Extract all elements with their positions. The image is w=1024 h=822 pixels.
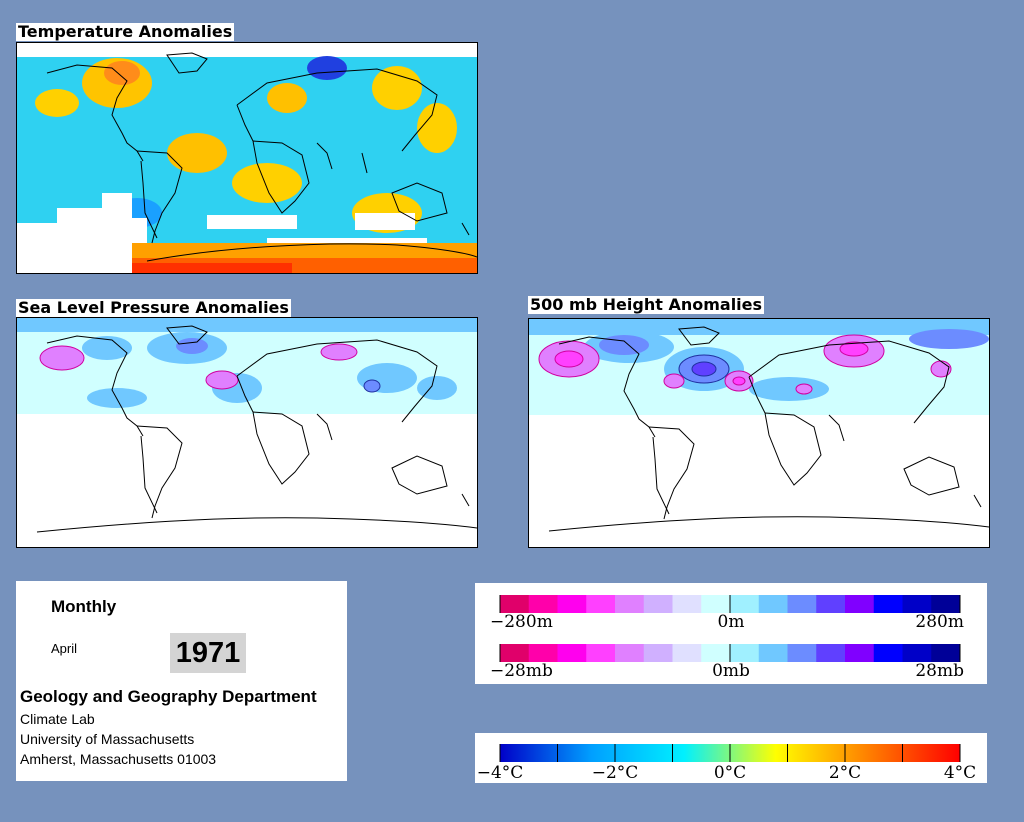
pressure-anomaly-map bbox=[16, 317, 478, 548]
department-label: Geology and Geography Department bbox=[20, 687, 317, 706]
color-swatch bbox=[586, 595, 616, 613]
period-label: Monthly bbox=[51, 597, 117, 616]
height-label-zero: 0m bbox=[718, 612, 745, 632]
temperature-anomaly-map bbox=[16, 42, 478, 274]
color-swatch bbox=[701, 644, 731, 662]
height-map-title: 500 mb Height Anomalies bbox=[528, 295, 765, 314]
temperature-legend: −4°C −2°C 0°C 2°C 4°C bbox=[475, 733, 987, 783]
color-swatch bbox=[816, 644, 846, 662]
color-swatch bbox=[787, 644, 817, 662]
color-swatch bbox=[672, 595, 702, 613]
address-line-3: Amherst, Massachusetts 01003 bbox=[20, 751, 217, 767]
height-label-min: −280m bbox=[490, 612, 553, 632]
address-line-1: Climate Lab bbox=[20, 711, 95, 727]
color-swatch bbox=[845, 644, 875, 662]
temp-label-minus4: −4°C bbox=[477, 763, 524, 783]
temperature-ticks bbox=[499, 744, 961, 762]
color-swatch bbox=[902, 644, 932, 662]
color-swatch bbox=[902, 595, 932, 613]
pressure-color-bar bbox=[499, 644, 961, 662]
height-label-max: 280m bbox=[915, 612, 964, 632]
color-swatch bbox=[816, 595, 846, 613]
color-swatch bbox=[758, 595, 788, 613]
pressure-label-max: 28mb bbox=[915, 661, 964, 681]
height-pressure-legend: −280m 0m 280m −28mb 0mb 28mb bbox=[475, 583, 987, 684]
color-swatch bbox=[528, 595, 558, 613]
pressure-map-title: Sea Level Pressure Anomalies bbox=[16, 298, 291, 317]
temp-label-plus4: 4°C bbox=[944, 763, 976, 783]
pressure-label-zero: 0mb bbox=[712, 661, 750, 681]
color-swatch bbox=[643, 595, 673, 613]
month-label: April bbox=[51, 641, 78, 656]
address-line-2: University of Massachusetts bbox=[20, 731, 195, 747]
color-swatch bbox=[557, 595, 587, 613]
color-swatch bbox=[787, 595, 817, 613]
temperature-map-title: Temperature Anomalies bbox=[16, 22, 235, 41]
color-swatch bbox=[500, 644, 530, 662]
temp-label-minus2: −2°C bbox=[592, 763, 639, 783]
color-swatch bbox=[873, 644, 903, 662]
temp-label-zero: 0°C bbox=[714, 763, 746, 783]
color-swatch bbox=[557, 644, 587, 662]
color-swatch bbox=[730, 595, 760, 613]
pressure-label-min: −28mb bbox=[490, 661, 553, 681]
color-swatch bbox=[643, 644, 673, 662]
color-swatch bbox=[873, 595, 903, 613]
color-swatch bbox=[528, 644, 558, 662]
color-swatch bbox=[615, 644, 645, 662]
height-anomaly-map bbox=[528, 318, 990, 548]
color-swatch bbox=[615, 595, 645, 613]
color-swatch bbox=[672, 644, 702, 662]
color-swatch bbox=[931, 595, 961, 613]
color-swatch bbox=[500, 595, 530, 613]
color-swatch bbox=[730, 644, 760, 662]
color-swatch bbox=[931, 644, 961, 662]
temp-label-plus2: 2°C bbox=[829, 763, 861, 783]
color-swatch bbox=[701, 595, 731, 613]
year-label: 1971 bbox=[170, 633, 246, 673]
info-panel: Monthly April 1971 Geology and Geography… bbox=[16, 581, 347, 781]
color-swatch bbox=[758, 644, 788, 662]
height-color-bar bbox=[499, 595, 961, 613]
color-swatch bbox=[845, 595, 875, 613]
color-swatch bbox=[586, 644, 616, 662]
